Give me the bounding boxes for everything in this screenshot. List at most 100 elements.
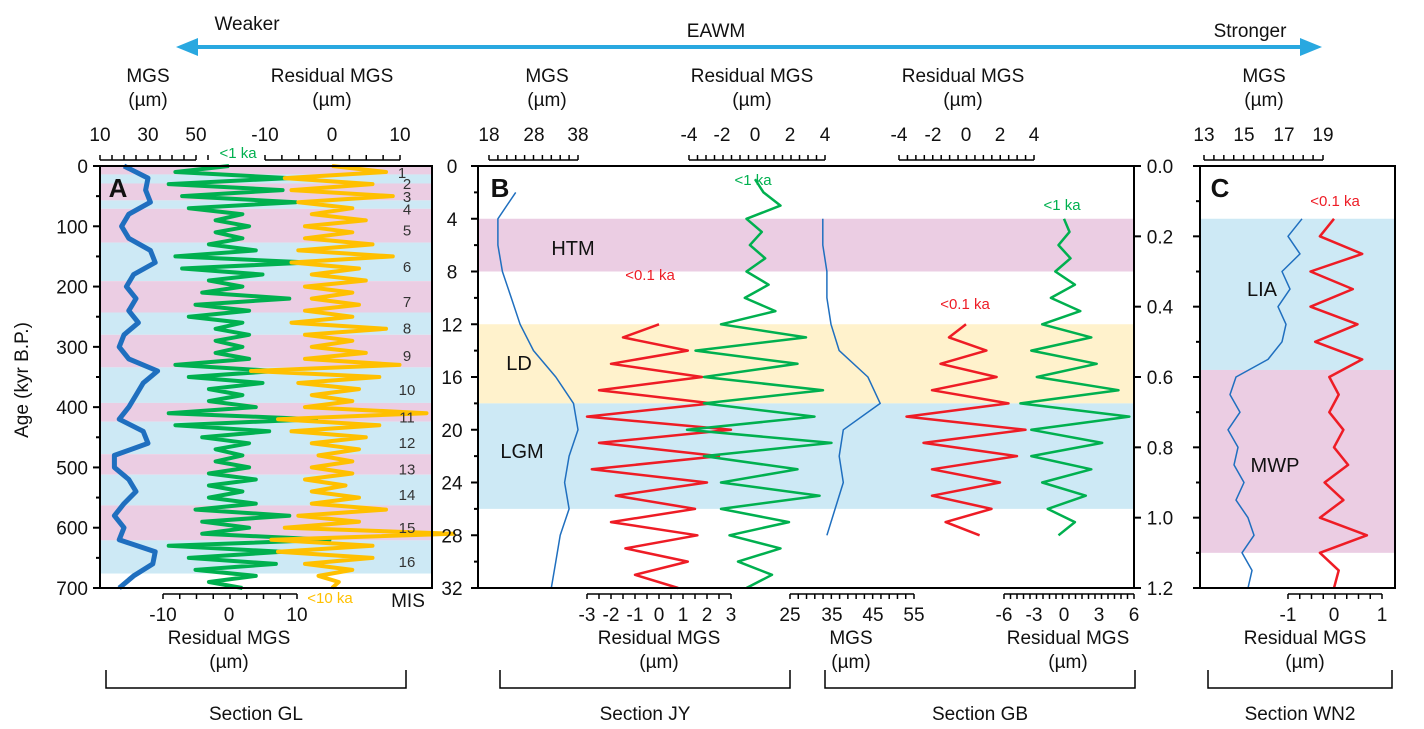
y-tick-label: 1.2	[1147, 579, 1173, 600]
y-tick-label: 400	[56, 398, 88, 419]
axes-layer: 12345678910111213141516HTMLDLGMLIAMWP<1 …	[12, 66, 1396, 725]
x-tick-label: 0	[327, 125, 338, 146]
x-tick-label: 45	[862, 605, 883, 626]
x-axis-title: Residual MGS	[1244, 628, 1367, 649]
series-C-0	[1227, 218, 1303, 589]
x-tick-label: 0	[1329, 605, 1340, 626]
section-label: Section GL	[209, 704, 303, 725]
x-tick-label: -1	[1280, 605, 1297, 626]
x-tick-label: 19	[1312, 125, 1333, 146]
x-axis-unit: (µm)	[527, 90, 566, 111]
y-axis-title: Age (kyr B.P.)	[12, 322, 33, 438]
band-8	[100, 312, 432, 335]
x-tick-label: 10	[89, 125, 110, 146]
y-tick-label: 300	[56, 338, 88, 359]
x-axis-unit: (µm)	[1244, 90, 1283, 111]
x-tick-label: 4	[820, 125, 831, 146]
series-C-1	[1309, 218, 1369, 589]
series-B-2	[685, 178, 833, 590]
x-tick-label: -2	[603, 605, 620, 626]
mis-label: 4	[403, 202, 411, 219]
x-tick-label: 13	[1193, 125, 1214, 146]
series-layer	[111, 163, 1369, 590]
x-tick-label: 17	[1273, 125, 1294, 146]
x-tick-label: 38	[567, 125, 588, 146]
x-tick-label: 0	[654, 605, 665, 626]
x-tick-label: 30	[137, 125, 158, 146]
series-A-1	[166, 164, 332, 590]
panel-letter: C	[1211, 173, 1230, 203]
series-B-1	[585, 323, 733, 590]
x-tick-label: 55	[903, 605, 924, 626]
x-tick-label: 1	[1377, 605, 1388, 626]
x-tick-label: 2	[785, 125, 796, 146]
band-LGM	[478, 403, 1134, 509]
band-LIA	[1200, 218, 1395, 370]
y-tick-label: 0.0	[1147, 157, 1173, 178]
section-bracket	[499, 670, 791, 689]
x-tick-label: -3	[1026, 605, 1043, 626]
series-annotation: <0.1 ka	[625, 267, 675, 284]
band-13	[100, 454, 432, 475]
x-axis-unit: (µm)	[831, 652, 870, 673]
x-axis-unit: (µm)	[209, 652, 248, 673]
x-tick-label: 4	[1029, 125, 1040, 146]
x-axis-unit: (µm)	[943, 90, 982, 111]
x-axis-title: Residual MGS	[691, 66, 814, 87]
series-B-0	[497, 191, 579, 589]
y-tick-label: 20	[441, 421, 462, 442]
y-tick-label: 28	[441, 526, 462, 547]
period-label: LD	[506, 353, 532, 375]
x-tick-label: 50	[185, 125, 206, 146]
x-axis-unit: (µm)	[1285, 652, 1324, 673]
x-axis-unit: (µm)	[732, 90, 771, 111]
x-tick-label: 6	[1129, 605, 1140, 626]
x-tick-label: -2	[714, 125, 731, 146]
section-label: Section JY	[600, 704, 691, 725]
stronger-label: Stronger	[1214, 21, 1288, 42]
period-label: LIA	[1247, 279, 1278, 301]
y-tick-label: 12	[441, 315, 462, 336]
x-axis-unit: (µm)	[312, 90, 351, 111]
x-tick-label: -3	[579, 605, 596, 626]
x-tick-label: 1	[678, 605, 689, 626]
section-label: Section GB	[932, 704, 1028, 725]
x-axis-title: Residual MGS	[598, 628, 721, 649]
y-tick-label: 1.0	[1147, 509, 1173, 530]
y-tick-label: 700	[56, 579, 88, 600]
eawm-title: EAWM	[687, 21, 745, 42]
band-14	[100, 474, 432, 506]
series-annotation: <0.1 ka	[940, 296, 990, 313]
y-tick-label: 0.2	[1147, 227, 1173, 248]
series-B-5	[1019, 218, 1131, 537]
x-axis-title: MGS	[1242, 66, 1285, 87]
y-tick-label: 0.6	[1147, 368, 1173, 389]
mis-label: 3	[403, 189, 411, 206]
x-tick-label: 0	[224, 605, 235, 626]
period-label: MWP	[1251, 455, 1300, 477]
x-tick-label: 10	[286, 605, 307, 626]
x-tick-label: 0	[750, 125, 761, 146]
x-axis-title: MGS	[525, 66, 568, 87]
x-tick-label: -4	[681, 125, 698, 146]
band-1	[100, 166, 432, 175]
y-tick-label: 600	[56, 519, 88, 540]
x-axis-unit: (µm)	[639, 652, 678, 673]
x-axis-title: Residual MGS	[902, 66, 1025, 87]
y-tick-label: 8	[447, 263, 458, 284]
y-tick-label: 16	[441, 368, 462, 389]
series-annotation: <0.1 ka	[1310, 193, 1360, 210]
x-tick-label: -6	[996, 605, 1013, 626]
x-axis-unit: (µm)	[128, 90, 167, 111]
series-B-4	[905, 323, 1027, 537]
x-tick-label: 25	[779, 605, 800, 626]
x-tick-label: 0	[1059, 605, 1070, 626]
y-tick-label: 0.4	[1147, 298, 1174, 319]
y-tick-label: 24	[441, 474, 463, 495]
panel-letter: A	[109, 173, 128, 203]
x-axis-title: MGS	[126, 66, 169, 87]
y-tick-label: 100	[56, 217, 88, 238]
x-axis-title: Residual MGS	[1007, 628, 1130, 649]
band-5	[100, 208, 432, 243]
mis-axis-label: MIS	[391, 591, 425, 612]
